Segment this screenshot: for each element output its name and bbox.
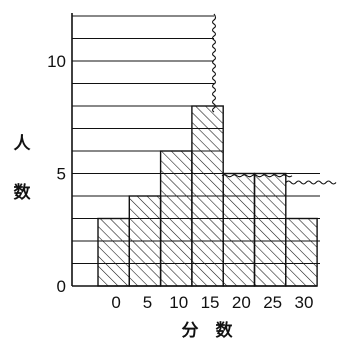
- x-tick-label: 5: [143, 293, 152, 312]
- grid-edge-upper: [211, 13, 217, 113]
- bar: [285, 217, 318, 287]
- bars: [97, 105, 318, 287]
- axes: [71, 13, 318, 287]
- x-tick-label: 25: [263, 293, 282, 312]
- grid-edge-right: [285, 180, 337, 185]
- bar: [222, 172, 256, 287]
- y-tick-label: 10: [47, 52, 66, 71]
- x-tick-label: 0: [111, 293, 120, 312]
- y-axis-label-char-2: 数: [14, 182, 32, 203]
- x-tick-label: 20: [232, 293, 251, 312]
- x-axis-label: 分 数: [182, 320, 234, 341]
- y-tick-label: 0: [57, 277, 66, 296]
- tick-labels: 0 5 10 0 5 10 15 20 25 30: [47, 52, 313, 312]
- x-tick-label: 30: [294, 293, 313, 312]
- bar: [97, 217, 130, 287]
- y-tick-label: 5: [57, 165, 66, 184]
- bar: [253, 172, 287, 287]
- x-tick-label: 10: [169, 293, 188, 312]
- x-tick-label: 15: [201, 293, 220, 312]
- y-axis-label-char-1: 人: [14, 134, 32, 154]
